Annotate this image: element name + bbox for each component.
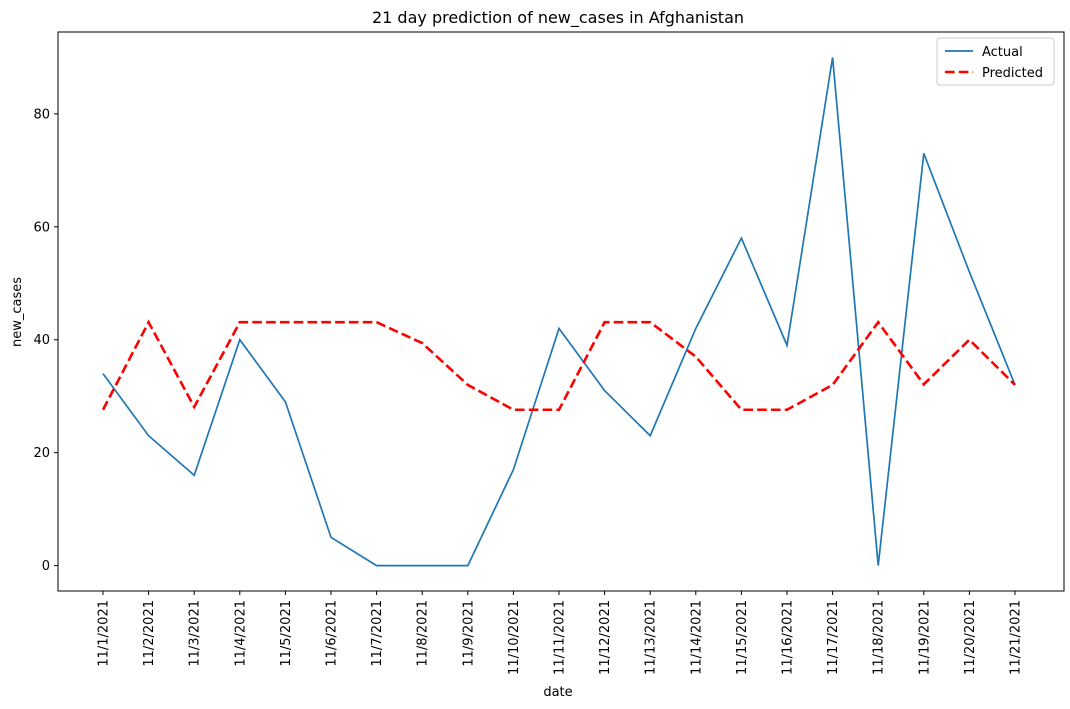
legend-label-actual: Actual	[982, 45, 1023, 60]
x-tick-label: 11/4/2021	[233, 600, 248, 667]
y-tick-label: 80	[33, 107, 50, 122]
y-tick-label: 0	[42, 559, 50, 574]
x-tick-label: 11/18/2021	[872, 600, 887, 675]
y-tick-label: 40	[33, 333, 50, 348]
y-tick-label: 60	[33, 220, 50, 235]
y-tick-label: 20	[33, 446, 50, 461]
chart-title: 21 day prediction of new_cases in Afghan…	[372, 8, 744, 28]
x-tick-label: 11/8/2021	[416, 600, 431, 667]
x-tick-label: 11/14/2021	[689, 600, 704, 675]
plot-area	[57, 31, 1065, 592]
x-tick-label: 11/5/2021	[279, 600, 294, 667]
legend-label-predicted: Predicted	[982, 66, 1043, 81]
x-tick-label: 11/1/2021	[97, 600, 112, 667]
x-tick-label: 11/10/2021	[507, 600, 522, 675]
y-axis-label: new_cases	[10, 277, 25, 347]
x-tick-label: 11/11/2021	[553, 600, 568, 675]
x-tick-label: 11/17/2021	[826, 600, 841, 675]
series-layer	[101, 57, 1016, 567]
x-tick-label: 11/21/2021	[1009, 600, 1024, 675]
x-tick-label: 11/9/2021	[461, 600, 476, 667]
x-tick-label: 11/15/2021	[735, 600, 750, 675]
x-tick-label: 11/12/2021	[598, 600, 613, 675]
x-tick-label: 11/20/2021	[963, 600, 978, 675]
legend: Actual Predicted	[936, 37, 1055, 86]
x-tick-label: 11/2/2021	[142, 600, 157, 667]
series-line-predicted	[101, 319, 1016, 412]
x-tick-label: 11/16/2021	[781, 600, 796, 675]
x-tick-label: 11/7/2021	[370, 600, 385, 667]
x-tick-label: 11/3/2021	[188, 600, 203, 667]
series-line-actual	[102, 57, 1016, 567]
x-axis: 11/1/2021 11/2/2021 11/3/2021 11/4/2021 11/5…	[97, 591, 1024, 675]
x-tick-label: 11/19/2021	[917, 600, 932, 675]
y-axis: 0 20 40 60 80	[33, 107, 58, 574]
x-tick-label: 11/13/2021	[644, 600, 659, 675]
x-tick-label: 11/6/2021	[325, 600, 340, 667]
x-axis-label: date	[543, 685, 572, 700]
